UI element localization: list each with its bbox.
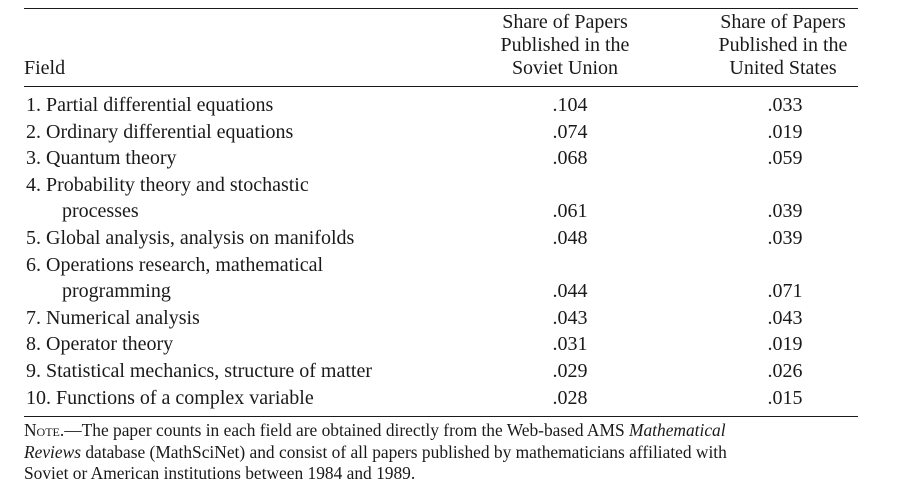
us-share-value: .019 [767, 333, 803, 356]
header-soviet-line-2: Published in the [500, 34, 630, 56]
note-line-1: Note.—The paper counts in each field are… [24, 420, 858, 442]
field-label-line: 6. Operations research, mathematical [26, 253, 324, 276]
field-label: 4. Probability theory and stochastic proc… [26, 172, 466, 225]
us-share-value: .071 [767, 280, 803, 303]
field-label: 9. Statistical mechanics, structure of m… [26, 358, 466, 385]
us-share-value: .039 [767, 200, 803, 223]
soviet-share-value: .068 [552, 147, 588, 170]
note-journal-title-2: Reviews [24, 441, 81, 462]
field-label-line: 7. Numerical analysis [26, 306, 200, 329]
field-label: 5. Global analysis, analysis on manifold… [26, 225, 466, 252]
field-label-line: 9. Statistical mechanics, structure of m… [26, 360, 372, 382]
note-journal-title-1: Mathematical [628, 420, 726, 440]
field-label: 3. Quantum theory [26, 145, 466, 172]
soviet-share-value: .074 [552, 120, 588, 143]
header-us-line-3: United States [729, 57, 837, 79]
field-label-continuation: programming [62, 280, 171, 303]
note-line-2: Reviews database (MathSciNet) and consis… [24, 442, 858, 464]
table-header-rule [24, 86, 858, 87]
table-row: 9. Statistical mechanics, structure of m… [0, 358, 906, 385]
us-share-value: .043 [767, 306, 803, 329]
soviet-share-value: .048 [552, 227, 588, 249]
table-row: 8. Operator theory .031 .019 [0, 331, 906, 358]
table-row: 2. Ordinary differential equations .074 .0… [0, 119, 906, 146]
table-top-rule [24, 8, 858, 9]
note-line-3: Soviet or American institutions between … [24, 463, 416, 483]
field-label-line: 5. Global analysis, analysis on manifold… [26, 227, 355, 249]
table-row: 5. Global analysis, analysis on manifold… [0, 225, 906, 252]
field-label-line: 8. Operator theory [26, 333, 174, 356]
table-row: 6. Operations research, mathematical prog… [0, 252, 906, 305]
note-label: Note. [24, 420, 65, 440]
header-soviet-share: Share of Papers Published in the Soviet … [470, 11, 660, 80]
field-label: 7. Numerical analysis [26, 305, 466, 332]
us-share-value: .015 [767, 386, 803, 409]
header-soviet-line-1: Share of Papers [502, 11, 628, 33]
note-text-1a: —The paper counts in each field are obta… [64, 420, 629, 440]
field-label: 6. Operations research, mathematical prog… [26, 252, 466, 305]
header-us-line-2: Published in the [718, 34, 848, 56]
field-label-line: 4. Probability theory and stochastic [26, 173, 309, 196]
field-label: 8. Operator theory [26, 331, 466, 358]
soviet-share-value: .029 [552, 360, 588, 382]
soviet-share-value: .028 [552, 386, 588, 409]
field-label-line: 3. Quantum theory [26, 147, 177, 170]
soviet-share-value: .104 [552, 94, 588, 116]
table-row: 1. Partial differential equations .104 .03… [0, 92, 906, 119]
field-label-line: 10. Functions of a complex variable [26, 386, 314, 409]
us-share-value: .019 [767, 120, 803, 143]
field-label-line: 1. Partial differential equations [26, 94, 274, 116]
field-label-line: 2. Ordinary differential equations [26, 120, 294, 143]
table-row: 7. Numerical analysis .043 .043 [0, 305, 906, 332]
us-share-value: .059 [767, 147, 803, 170]
table-note: Note.—The paper counts in each field are… [24, 420, 858, 485]
us-share-value: .033 [767, 94, 803, 116]
field-label: 2. Ordinary differential equations [26, 119, 466, 146]
field-label-continuation: processes [62, 200, 139, 223]
soviet-share-value: .061 [552, 200, 588, 223]
header-field: Field [24, 57, 66, 79]
us-share-value: .026 [767, 360, 803, 382]
note-text-2: database (MathSciNet) and consist of all… [80, 441, 727, 462]
table-bottom-rule [24, 416, 858, 417]
table-row: 10. Functions of a complex variable .028.… [0, 385, 906, 412]
header-soviet-line-3: Soviet Union [511, 57, 619, 79]
soviet-share-value: .031 [552, 333, 588, 356]
header-us-share: Share of Papers Published in the United … [688, 11, 878, 80]
field-label: 10. Functions of a complex variable [26, 385, 466, 412]
table-row: 4. Probability theory and stochastic proc… [0, 172, 906, 225]
header-us-line-1: Share of Papers [720, 11, 846, 33]
us-share-value: .039 [767, 227, 803, 249]
table-row: 3. Quantum theory .068 .059 [0, 145, 906, 172]
soviet-share-value: .043 [552, 306, 588, 329]
soviet-share-value: .044 [552, 280, 588, 303]
field-label: 1. Partial differential equations [26, 92, 466, 119]
